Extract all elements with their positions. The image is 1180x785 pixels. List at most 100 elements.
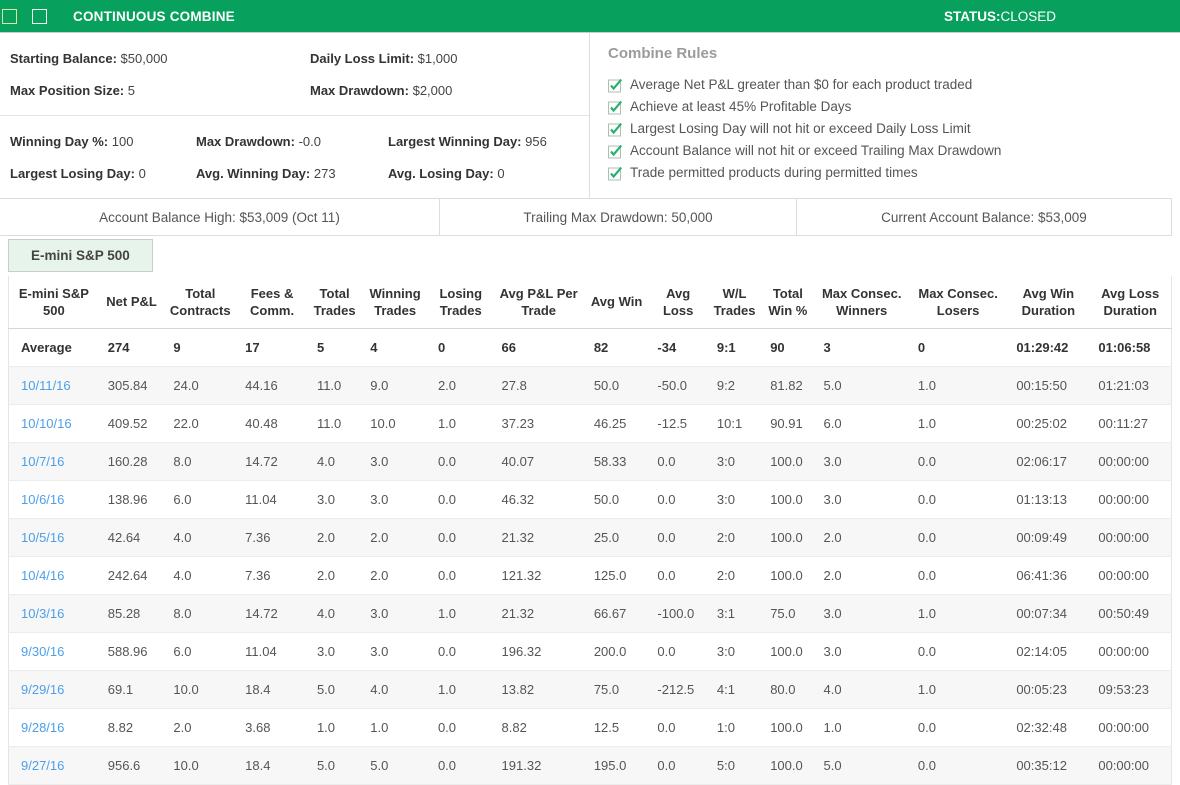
- date-link[interactable]: 10/11/16: [21, 377, 71, 393]
- cell: 80.0: [761, 670, 815, 709]
- date-link[interactable]: 10/5/16: [21, 529, 65, 545]
- title-bar: CONTINUOUS COMBINE STATUS: CLOSED: [0, 0, 1180, 33]
- cell: 4:1: [707, 670, 762, 709]
- cell: 2.0: [361, 518, 429, 557]
- combine-rule-text: Achieve at least 45% Profitable Days: [630, 99, 852, 114]
- cell: 10.0: [361, 404, 429, 443]
- combine-rules-panel: Combine Rules Average Net P&L greater th…: [590, 33, 1180, 198]
- cell: 588.96: [98, 632, 165, 671]
- table-row: 10/10/16 409.52 22.0 40.48 11.0 10.0 1.0 37.23 4…: [8, 404, 1172, 443]
- window-square-icon-2[interactable]: [32, 8, 47, 24]
- cell: 0.0: [648, 480, 708, 519]
- cell: 90.91: [761, 404, 815, 443]
- cell: 06:41:36: [1007, 556, 1090, 595]
- column-header: Avg P&L Per Trade: [492, 276, 585, 329]
- date-link[interactable]: 9/29/16: [21, 681, 65, 697]
- cell: 10/5/16: [8, 518, 99, 557]
- column-header: Winning Trades: [361, 276, 429, 329]
- cell: 125.0: [584, 556, 649, 595]
- green-check-icon: [608, 78, 623, 92]
- cell: 6.0: [164, 480, 237, 519]
- table-row: 10/5/16 42.64 4.0 7.36 2.0 2.0 0.0 21.32 25.0 0.0…: [8, 518, 1172, 557]
- account-balance-high: Account Balance High: $53,009 (Oct 11): [0, 199, 440, 235]
- table-row: 9/27/16 956.6 10.0 18.4 5.0 5.0 0.0 191.32 195.0…: [8, 746, 1172, 785]
- cell: 02:14:05: [1007, 632, 1090, 671]
- status-label: STATUS:: [943, 9, 1001, 24]
- cell: 11.04: [236, 632, 308, 671]
- date-link[interactable]: 9/27/16: [21, 757, 65, 773]
- cell: 44.16: [236, 366, 308, 405]
- cell: 4: [361, 328, 429, 367]
- cell: 00:25:02: [1007, 404, 1090, 443]
- cell: 9.0: [361, 366, 429, 405]
- cell: 1.0: [307, 708, 362, 747]
- cell: 10/6/16: [8, 480, 99, 519]
- cell: 3.0: [361, 632, 429, 671]
- cell: 195.0: [584, 746, 649, 785]
- date-link[interactable]: 9/30/16: [21, 643, 65, 659]
- current-account-balance: Current Account Balance: $53,009: [881, 209, 1087, 225]
- cell: 1.0: [428, 404, 493, 443]
- cell: 100.0: [761, 708, 815, 747]
- cell: 3.0: [814, 480, 909, 519]
- stat-largest-winning-day: Largest Winning Day: 956: [388, 134, 547, 149]
- cell: 3.0: [307, 480, 362, 519]
- cell: 18.4: [236, 670, 308, 709]
- cell: 00:15:50: [1007, 366, 1090, 405]
- cell: 14.72: [236, 594, 308, 633]
- cell: 0.0: [908, 632, 1008, 671]
- date-link[interactable]: 9/28/16: [21, 719, 65, 735]
- cell: 00:00:00: [1089, 518, 1172, 557]
- cell: 10/4/16: [8, 556, 99, 595]
- cell: 0.0: [648, 518, 708, 557]
- status-badge: STATUS: CLOSED: [944, 0, 1056, 33]
- cell: 2.0: [164, 708, 237, 747]
- stat-max-drawdown-current: Max Drawdown: -0.0: [196, 134, 321, 149]
- cell: 0.0: [428, 708, 493, 747]
- cell: 00:07:34: [1007, 594, 1090, 633]
- date-link[interactable]: 10/10/16: [21, 415, 72, 431]
- date-link[interactable]: 10/6/16: [21, 491, 65, 507]
- date-link[interactable]: 10/4/16: [21, 567, 65, 583]
- cell: 0.0: [428, 746, 493, 785]
- column-header: W/L Trades: [707, 276, 762, 329]
- cell: 3:0: [707, 442, 762, 481]
- cell: 22.0: [164, 404, 237, 443]
- cell: 5.0: [307, 746, 362, 785]
- cell: 6.0: [164, 632, 237, 671]
- cell: 121.32: [492, 556, 585, 595]
- cell: 11.0: [307, 404, 362, 443]
- trailing-max-drawdown: Trailing Max Drawdown: 50,000: [440, 199, 797, 235]
- combine-rule-item: Trade permitted products during permitte…: [608, 162, 1180, 184]
- cell: 0.0: [908, 442, 1008, 481]
- cell: 3.0: [307, 632, 362, 671]
- cell: 2.0: [307, 556, 362, 595]
- cell: 1:0: [707, 708, 762, 747]
- date-link[interactable]: 10/3/16: [21, 605, 65, 621]
- date-link[interactable]: 10/7/16: [21, 453, 65, 469]
- cell: 10.0: [164, 746, 237, 785]
- cell: 138.96: [98, 480, 165, 519]
- cell: 0: [428, 328, 493, 367]
- cell: 18.4: [236, 746, 308, 785]
- cell: 90: [761, 328, 815, 367]
- window-square-icon-1[interactable]: [2, 8, 17, 24]
- cell: 3.0: [361, 442, 429, 481]
- cell: 1.0: [428, 670, 493, 709]
- tab-emini-sp500[interactable]: E-mini S&P 500: [8, 239, 153, 272]
- table-row: 10/3/16 85.28 8.0 14.72 4.0 3.0 1.0 21.32 66.67-…: [8, 594, 1172, 633]
- cell: 00:05:23: [1007, 670, 1090, 709]
- cell: 25.0: [584, 518, 649, 557]
- cell: 9/30/16: [8, 632, 99, 671]
- stat-max-drawdown-limit: Max Drawdown: $2,000: [310, 83, 453, 98]
- cell: 0.0: [908, 556, 1008, 595]
- summary-panels: Starting Balance: $50,000 Daily Loss Lim…: [0, 33, 1180, 198]
- cell: 6.0: [814, 404, 909, 443]
- cell: 4.0: [164, 556, 237, 595]
- column-header: Avg Win Duration: [1007, 276, 1090, 329]
- column-header: Avg Win: [584, 276, 649, 329]
- cell: 01:21:03: [1089, 366, 1172, 405]
- cell: 0.0: [428, 480, 493, 519]
- daily-results-table: E-mini S&P 500 Net P&L Total Contracts Fees…: [8, 276, 1172, 785]
- column-header: Total Win %: [761, 276, 815, 329]
